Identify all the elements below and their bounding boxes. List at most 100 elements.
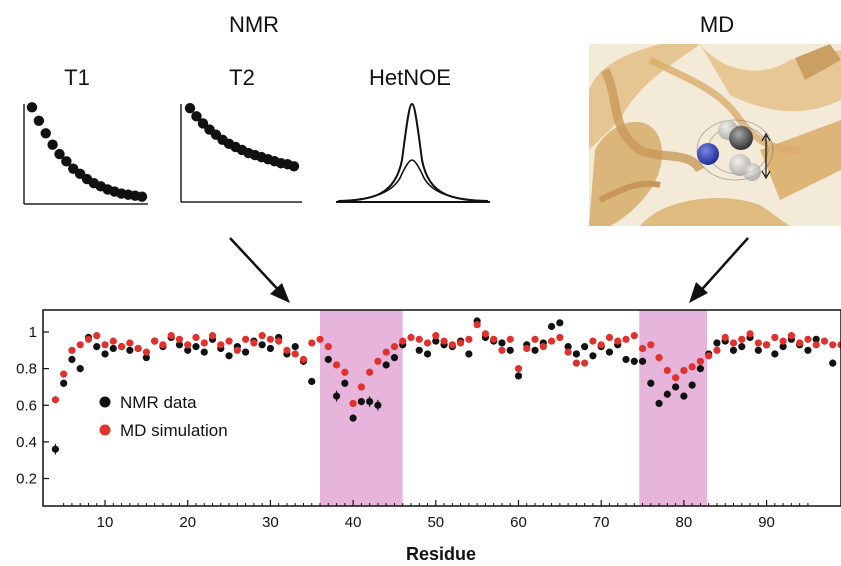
- arrow-md-to-plot: [689, 237, 749, 303]
- y-tick-label: 1: [29, 324, 37, 341]
- legend: NMR data MD simulation: [99, 393, 228, 440]
- legend-nmr-label: NMR data: [120, 393, 197, 412]
- y-tick-label: 0.6: [16, 397, 37, 414]
- x-tick-label: 90: [758, 514, 775, 531]
- nmr-point: [109, 344, 117, 353]
- y-tick-label: 0.8: [16, 361, 37, 378]
- md-point: [275, 337, 283, 345]
- nmr-point: [696, 364, 705, 373]
- md-point: [779, 337, 787, 345]
- inset-point: [54, 148, 65, 160]
- t2-heading: T2: [229, 65, 255, 90]
- md-point: [622, 335, 630, 343]
- nmr-point: [498, 339, 506, 347]
- md-point: [572, 359, 580, 367]
- highlight-region-2: [639, 310, 708, 506]
- md-point: [126, 339, 134, 347]
- nmr-point: [382, 361, 390, 369]
- nmr-point: [804, 346, 812, 354]
- md-point: [647, 341, 655, 349]
- nmr-point: [605, 348, 614, 356]
- legend-md-marker: [99, 424, 111, 436]
- md-point: [316, 335, 324, 343]
- md-point: [308, 339, 316, 347]
- md-point: [771, 333, 779, 342]
- md-point: [93, 332, 101, 340]
- inset-point: [288, 161, 300, 172]
- md-point: [547, 337, 556, 345]
- md-point: [672, 374, 680, 382]
- nmr-point: [142, 354, 150, 362]
- nmr-point: [366, 396, 374, 408]
- md-point: [117, 343, 126, 351]
- md-point: [490, 335, 498, 343]
- nmr-point: [332, 390, 341, 402]
- y-tick-label: 0.4: [16, 434, 37, 451]
- md-point: [514, 365, 523, 373]
- inset-point: [47, 139, 58, 150]
- md-point: [192, 333, 200, 342]
- md-point: [531, 335, 539, 343]
- md-point: [746, 330, 754, 338]
- hetnoe-short-peak: [341, 159, 485, 202]
- md-point: [581, 359, 589, 367]
- md-point: [399, 337, 407, 345]
- nmr-point: [771, 350, 779, 358]
- nmr-point: [374, 399, 382, 411]
- nmr-point: [713, 339, 721, 347]
- x-tick-label: 30: [262, 514, 279, 531]
- md-point: [630, 332, 638, 340]
- md-point: [151, 337, 159, 345]
- inset-point: [33, 115, 45, 127]
- inset-point: [40, 128, 51, 139]
- md-point: [142, 348, 150, 356]
- md-point: [705, 352, 713, 360]
- nmr-point: [738, 343, 746, 351]
- nmr-point: [200, 348, 208, 356]
- md-point: [457, 339, 465, 347]
- md-heading: MD: [700, 12, 734, 37]
- md-point: [754, 339, 762, 347]
- x-tick-label: 70: [593, 514, 610, 531]
- md-point: [481, 330, 490, 338]
- x-axis-label: Residue: [406, 544, 476, 564]
- nmr-point: [754, 346, 762, 354]
- nmr-point: [688, 381, 696, 389]
- nmr-point: [423, 350, 432, 358]
- inset-point: [197, 118, 209, 129]
- nmr-point: [60, 379, 68, 387]
- nmr-point: [308, 377, 316, 386]
- nmr-point: [581, 343, 589, 351]
- md-point: [167, 332, 175, 340]
- nmr-point: [126, 346, 134, 354]
- nmr-point: [556, 319, 564, 327]
- md-structure-image: [589, 44, 841, 226]
- md-point: [283, 346, 291, 354]
- md-point: [291, 350, 299, 358]
- md-point: [200, 339, 208, 347]
- t1-inset: [23, 102, 148, 205]
- md-point: [523, 344, 531, 353]
- highlight-region-1: [320, 310, 403, 506]
- nmr-point: [341, 379, 349, 387]
- nmr-point: [324, 355, 332, 364]
- md-point: [217, 341, 225, 349]
- plot-frame: [42, 309, 841, 507]
- md-point: [796, 339, 804, 347]
- md-point: [812, 341, 820, 349]
- nmr-point: [432, 337, 440, 345]
- md-point: [820, 337, 829, 345]
- md-point: [680, 366, 688, 375]
- md-point: [597, 341, 605, 349]
- nmr-point: [415, 346, 423, 354]
- scatter-plot: 0.2 0.4 0.6 0.8 1 10 20 30 40 50 60 70 80 90 Residue…: [16, 309, 841, 564]
- nmr-point: [93, 343, 101, 351]
- md-point: [349, 399, 357, 408]
- x-tick-label: 60: [510, 514, 527, 531]
- md-point: [357, 383, 365, 391]
- md-point: [332, 361, 341, 369]
- inset-point: [61, 156, 72, 167]
- nmr-point: [266, 344, 275, 353]
- md-point: [498, 346, 506, 354]
